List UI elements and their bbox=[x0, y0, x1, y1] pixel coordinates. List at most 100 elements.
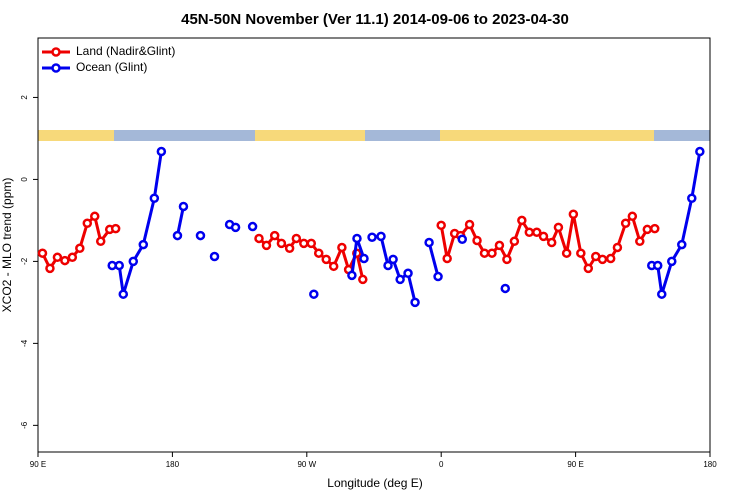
point bbox=[657, 289, 667, 299]
point bbox=[395, 274, 405, 285]
point bbox=[538, 231, 549, 242]
point bbox=[247, 221, 258, 232]
x-tick-label: 180 bbox=[703, 460, 717, 469]
y-tick-label: -2 bbox=[20, 257, 29, 265]
point bbox=[230, 222, 241, 233]
point bbox=[457, 234, 468, 245]
point bbox=[149, 193, 160, 204]
point bbox=[576, 248, 586, 258]
point bbox=[110, 223, 121, 234]
y-tick-label: 2 bbox=[20, 95, 29, 100]
point bbox=[652, 260, 663, 271]
point bbox=[524, 227, 535, 238]
point bbox=[695, 146, 705, 157]
point bbox=[620, 218, 631, 229]
point bbox=[128, 256, 139, 267]
point bbox=[37, 248, 48, 258]
point bbox=[627, 211, 638, 222]
point bbox=[178, 201, 189, 212]
point bbox=[359, 253, 369, 264]
point bbox=[309, 289, 319, 299]
point bbox=[677, 239, 687, 250]
point bbox=[82, 218, 93, 229]
point bbox=[299, 238, 309, 249]
point bbox=[546, 237, 557, 248]
point bbox=[114, 260, 124, 271]
point bbox=[156, 146, 167, 157]
point bbox=[500, 283, 511, 294]
point bbox=[313, 248, 324, 258]
point bbox=[89, 211, 100, 222]
point bbox=[472, 235, 482, 246]
point bbox=[45, 263, 55, 274]
legend-marker bbox=[51, 63, 61, 73]
point bbox=[433, 271, 443, 282]
point bbox=[612, 242, 623, 253]
point bbox=[561, 248, 572, 258]
point bbox=[367, 232, 377, 242]
point bbox=[60, 255, 70, 266]
point bbox=[605, 253, 616, 264]
point bbox=[118, 289, 129, 299]
point bbox=[487, 248, 497, 258]
point bbox=[388, 254, 398, 265]
series-line bbox=[112, 151, 163, 295]
point bbox=[291, 233, 302, 244]
point bbox=[95, 236, 106, 247]
point bbox=[52, 252, 63, 263]
point bbox=[254, 233, 264, 244]
point bbox=[502, 254, 512, 265]
point bbox=[494, 240, 505, 251]
x-tick-label: 90 E bbox=[30, 460, 46, 469]
x-tick-label: 90 W bbox=[297, 460, 316, 469]
point bbox=[209, 251, 220, 262]
point bbox=[261, 240, 272, 251]
chart-title: 45N-50N November (Ver 11.1) 2014-09-06 t… bbox=[181, 11, 569, 28]
point bbox=[352, 233, 362, 244]
point bbox=[509, 236, 520, 247]
plot-frame bbox=[37, 37, 711, 453]
point bbox=[138, 239, 149, 250]
point bbox=[337, 242, 347, 253]
point bbox=[376, 231, 386, 242]
point bbox=[284, 243, 295, 254]
point bbox=[583, 263, 594, 274]
point bbox=[383, 260, 393, 271]
point bbox=[347, 270, 357, 281]
point bbox=[358, 274, 368, 285]
point bbox=[436, 220, 446, 231]
point bbox=[667, 256, 677, 267]
point bbox=[328, 261, 339, 272]
point bbox=[442, 253, 452, 264]
point bbox=[597, 254, 608, 265]
point bbox=[568, 209, 579, 220]
x-tick-label: 0 bbox=[439, 460, 444, 469]
y-tick-label: 0 bbox=[20, 177, 29, 182]
x-tick-label: 90 E bbox=[567, 460, 583, 469]
point bbox=[269, 230, 280, 241]
x-tick-label: 180 bbox=[166, 460, 180, 469]
y-tick-label: -6 bbox=[20, 421, 29, 429]
point bbox=[403, 268, 413, 279]
legend-label: Ocean (Glint) bbox=[76, 60, 147, 74]
point bbox=[67, 252, 78, 263]
y-tick-label: -4 bbox=[20, 339, 29, 347]
point bbox=[517, 215, 527, 226]
point bbox=[553, 222, 564, 233]
point bbox=[172, 230, 183, 241]
point bbox=[687, 193, 697, 204]
point bbox=[479, 248, 490, 258]
point bbox=[635, 236, 645, 247]
point bbox=[532, 227, 542, 238]
point bbox=[75, 243, 85, 254]
legend-label: Land (Nadir&Glint) bbox=[76, 44, 175, 58]
point bbox=[410, 297, 420, 308]
point bbox=[195, 230, 206, 241]
x-axis-label: Longitude (deg E) bbox=[327, 476, 422, 490]
y-axis-label: XCO2 - MLO trend (ppm) bbox=[0, 178, 14, 313]
point bbox=[642, 224, 653, 235]
point bbox=[649, 223, 660, 234]
series-line bbox=[176, 206, 185, 236]
point bbox=[276, 238, 287, 249]
